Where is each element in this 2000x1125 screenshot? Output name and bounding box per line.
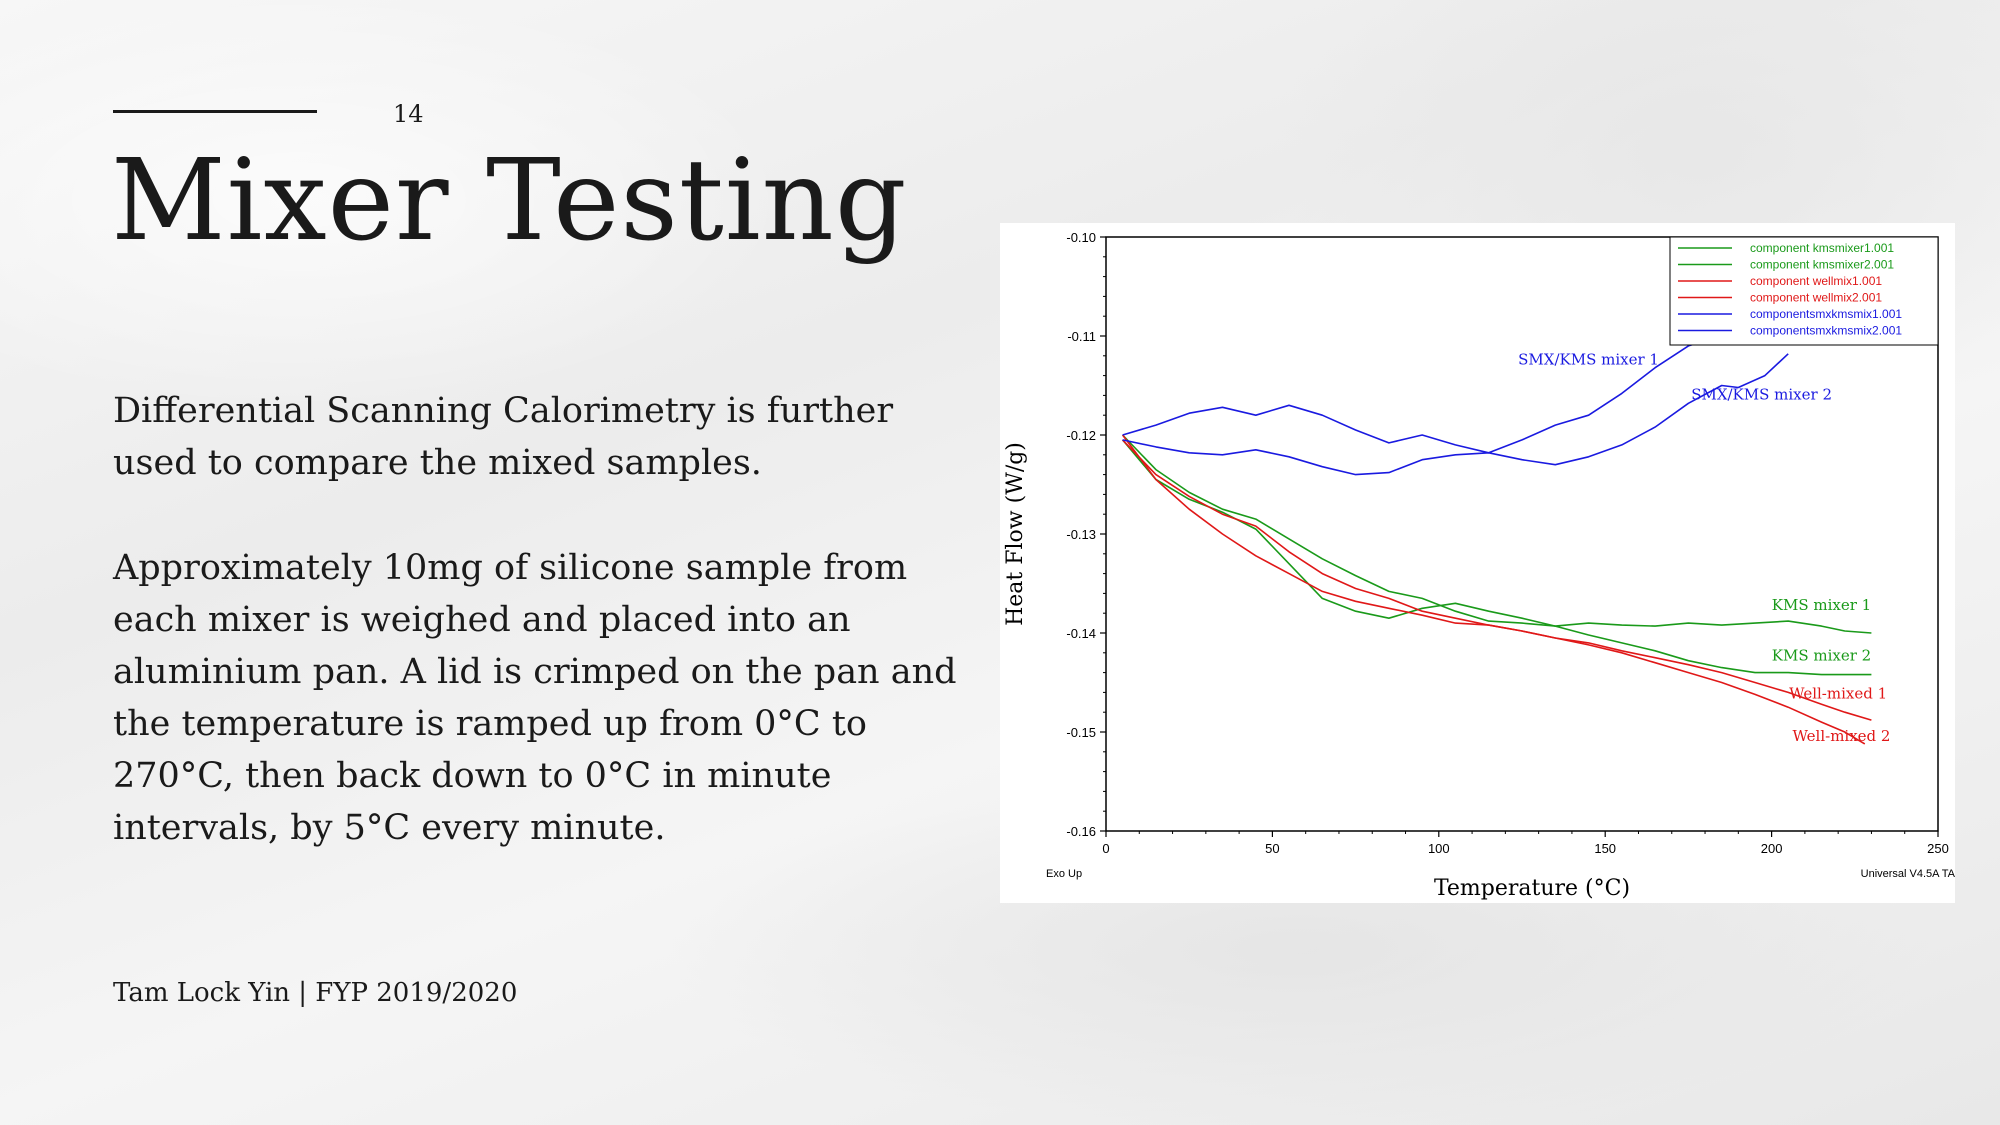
slide-title: Mixer Testing: [111, 136, 908, 266]
page-number: 14: [393, 100, 424, 128]
series-annotation-2: KMS mixer 2: [1772, 647, 1871, 665]
y-tick-label: -0.11: [1067, 329, 1096, 344]
series-line-2: [1121, 439, 1872, 676]
series-annotation-6: SMX/KMS mixer 2: [1691, 385, 1832, 403]
x-tick-label: 0: [1102, 841, 1109, 856]
x-axis-label: Temperature (°C): [1434, 876, 1630, 901]
series-line-1: [1122, 434, 1872, 634]
exo-up-label: Exo Up: [1046, 868, 1082, 880]
legend-entry-4: component wellmix2.001: [1750, 291, 1882, 305]
y-tick-label: -0.15: [1066, 725, 1096, 740]
x-tick-label: 200: [1761, 841, 1783, 856]
legend-entry-3: component wellmix1.001: [1750, 274, 1882, 288]
y-tick-label: -0.10: [1066, 230, 1096, 245]
series-line-3: [1122, 439, 1872, 721]
y-tick-label: -0.16: [1066, 824, 1096, 839]
dsc-chart: -0.10 -0.11 -0.12 -0.13 -0.14 -0.15 -0.16 0 50 10…: [1000, 223, 1955, 903]
series-line-6: [1122, 353, 1789, 476]
paragraph-2: Approximately 10mg of silicone sample fr…: [113, 548, 957, 848]
paragraph-1: Differential Scanning Calorimetry is fur…: [113, 391, 894, 483]
y-tick-label: -0.13: [1066, 527, 1096, 542]
y-axis-label: Heat Flow (W/g): [1003, 442, 1028, 626]
legend-entry-5: componentsmxkmsmix1.001: [1750, 307, 1902, 321]
legend-entry-1: component kmsmixer1.001: [1750, 241, 1894, 255]
x-tick-label: 100: [1428, 841, 1450, 856]
x-tick-label: 150: [1594, 841, 1616, 856]
series-annotation-5: SMX/KMS mixer 1: [1518, 351, 1659, 369]
dsc-chart-svg: -0.10 -0.11 -0.12 -0.13 -0.14 -0.15 -0.16 0 50 10…: [1003, 230, 1955, 901]
y-tick-label: -0.14: [1066, 626, 1096, 641]
body-text: Differential Scanning Calorimetry is fur…: [113, 385, 973, 907]
legend-entry-6: componentsmxkmsmix2.001: [1750, 324, 1902, 338]
series-annotation-1: KMS mixer 1: [1772, 596, 1871, 614]
legend-box: [1669, 236, 1939, 346]
series-line-4: [1121, 434, 1866, 745]
x-tick-label: 250: [1927, 841, 1949, 856]
legend-entry-2: component kmsmixer2.001: [1750, 258, 1894, 272]
series-annotation-4: Well-mixed 2: [1792, 727, 1890, 745]
title-rule: [113, 110, 317, 113]
series-line-5: [1122, 335, 1722, 454]
series-annotation-3: Well-mixed 1: [1789, 684, 1887, 702]
footer-credit: Tam Lock Yin | FYP 2019/2020: [113, 978, 518, 1008]
y-tick-label: -0.12: [1066, 428, 1096, 443]
x-tick-label: 50: [1265, 841, 1279, 856]
software-version-label: Universal V4.5A TA: [1861, 868, 1955, 880]
